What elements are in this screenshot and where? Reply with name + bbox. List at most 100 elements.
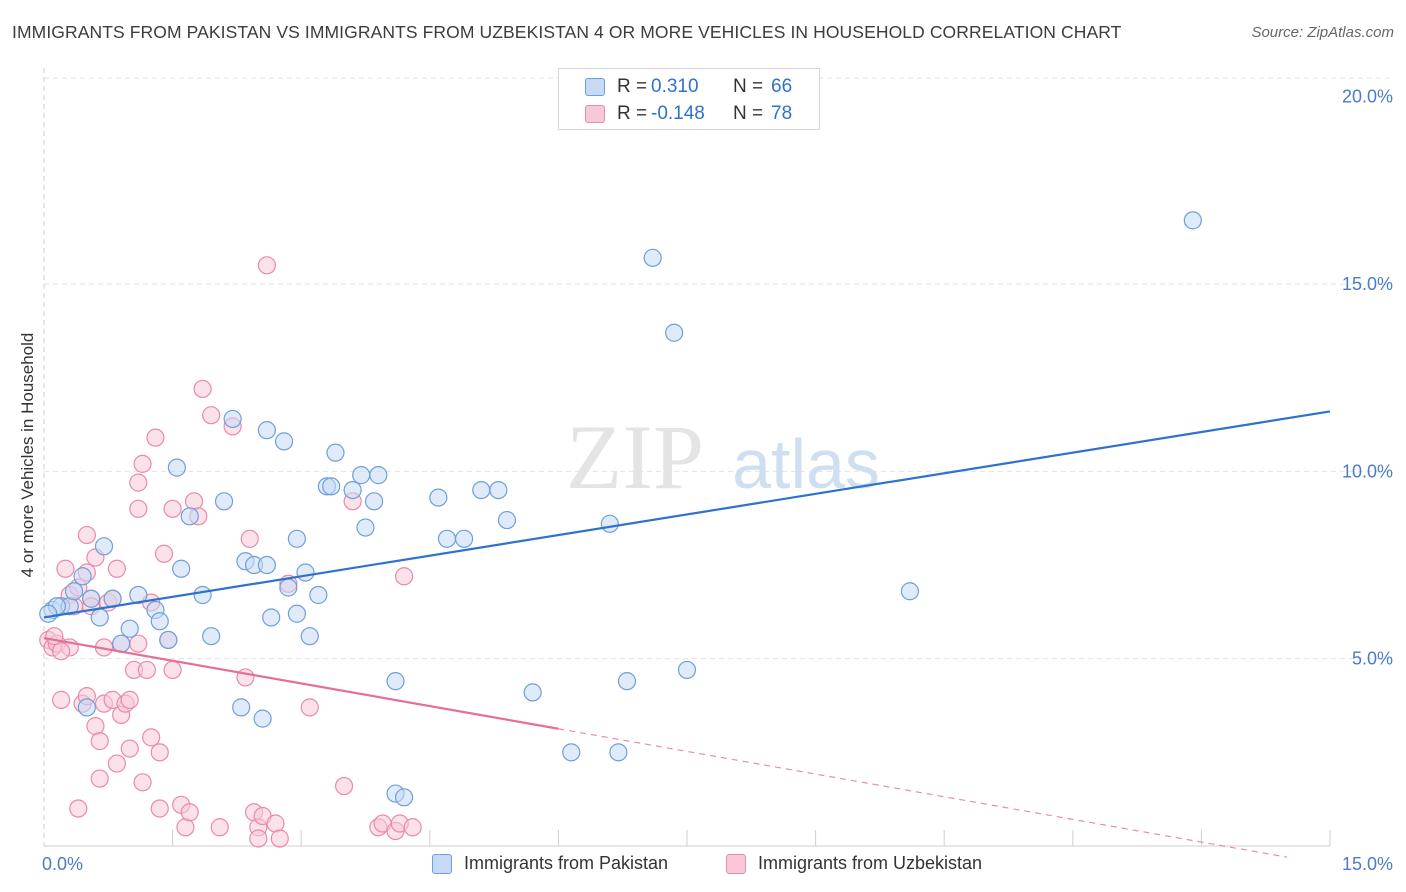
uzbekistan-trend-extension <box>558 728 1288 858</box>
pakistan-point <box>120 619 139 638</box>
pakistan-point <box>257 555 277 575</box>
legend-r-value: 0.310 <box>651 76 699 97</box>
pakistan-point <box>562 743 581 762</box>
bottom-legend-label-uzbekistan: Immigrants from Uzbekistan <box>758 853 983 873</box>
pakistan-point <box>253 709 272 728</box>
pakistan-point <box>609 743 628 762</box>
pakistan-point <box>279 578 298 597</box>
bottom-legend-label-pakistan: Immigrants from Pakistan <box>464 853 669 873</box>
legend-r-label: R = <box>617 76 648 97</box>
uzbekistan-point <box>150 743 169 762</box>
watermark: ZIP atlas <box>566 406 880 508</box>
uzbekistan-point <box>150 799 169 818</box>
pakistan-point <box>489 480 508 500</box>
legend-r-label: R = <box>617 103 648 124</box>
uzbekistan-point <box>154 544 174 563</box>
pakistan-point <box>150 612 169 631</box>
pakistan-point <box>129 585 148 605</box>
watermark-zip: ZIP <box>566 406 704 508</box>
pakistan-point <box>82 589 101 608</box>
chart-title: IMMIGRANTS FROM PAKISTAN VS IMMIGRANTS F… <box>12 22 1122 42</box>
uzbekistan-point <box>56 559 75 578</box>
pakistan-point <box>287 529 307 548</box>
grid-lines <box>43 68 1394 847</box>
watermark-atlas: atlas <box>732 425 880 503</box>
legend-n-value: 66 <box>771 76 793 97</box>
uzbekistan-point <box>240 529 259 548</box>
uzbekistan-point <box>107 559 126 578</box>
pakistan-point <box>309 585 328 605</box>
pakistan-point <box>1183 211 1202 230</box>
legend-r-value: -0.148 <box>651 103 705 124</box>
pakistan-point <box>322 477 341 496</box>
pakistan-point <box>326 443 345 462</box>
pakistan-point <box>274 432 294 451</box>
uzbekistan-point <box>163 660 182 680</box>
y-tick-label: 15.0% <box>1342 274 1393 294</box>
uzbekistan-point <box>45 627 64 646</box>
pakistan-point <box>523 683 542 702</box>
uzbekistan-point <box>90 732 109 751</box>
uzbekistan-point <box>129 473 148 492</box>
pakistan-point <box>665 323 684 342</box>
pakistan-point <box>94 537 114 556</box>
pakistan-point <box>232 698 251 717</box>
pakistan-point <box>343 480 362 500</box>
pakistan-point <box>287 604 307 623</box>
pakistan-point <box>429 488 448 507</box>
uzbekistan-point <box>193 379 212 399</box>
y-tick-label: 20.0% <box>1342 87 1393 107</box>
pakistan-point <box>617 672 637 691</box>
bottom-legend-swatch-uzbekistan <box>726 854 746 874</box>
uzbekistan-point <box>86 717 105 736</box>
uzbekistan-point <box>52 642 71 661</box>
pakistan-trend-line <box>43 410 1331 619</box>
legend-n-label: N = <box>733 76 764 97</box>
pakistan-point <box>369 466 388 485</box>
x-tick-label: 0.0% <box>42 854 83 874</box>
y-axis-label: 4 or more Vehicles in Household <box>18 332 37 578</box>
uzbekistan-point <box>210 818 229 837</box>
pakistan-point <box>472 480 491 500</box>
uzbekistan-point <box>176 818 195 837</box>
pakistan-point <box>394 788 414 807</box>
pakistan-point <box>600 514 619 533</box>
pakistan-point <box>296 563 315 582</box>
pakistan-point <box>167 458 186 477</box>
uzbekistan-point <box>403 818 422 837</box>
uzbekistan-point <box>129 634 148 653</box>
uzbekistan-point <box>266 814 285 833</box>
pakistan-point <box>437 529 457 548</box>
legend-swatch-uzbekistan <box>585 105 605 123</box>
source-label: Source: ZipAtlas.com <box>1251 24 1394 41</box>
uzbekistan-point <box>257 256 277 275</box>
y-tick-label: 5.0% <box>1352 649 1393 669</box>
series-pakistan-points <box>39 211 1202 807</box>
pakistan-point <box>39 604 58 623</box>
uzbekistan-point <box>120 690 139 709</box>
y-tick-label: 10.0% <box>1342 461 1393 481</box>
uzbekistan-point <box>142 728 161 747</box>
pakistan-point <box>643 248 662 267</box>
uzbekistan-point <box>184 492 204 511</box>
uzbekistan-point <box>107 754 126 773</box>
uzbekistan-point <box>133 773 152 792</box>
pakistan-point <box>677 660 697 680</box>
bottom-legend-swatch-pakistan <box>432 854 452 874</box>
pakistan-point <box>300 627 319 646</box>
uzbekistan-point <box>334 776 354 796</box>
uzbekistan-point <box>180 803 199 822</box>
legend-n-label: N = <box>733 103 764 124</box>
uzbekistan-point <box>202 406 221 425</box>
uzbekistan-point <box>129 499 148 518</box>
pakistan-point <box>73 567 92 586</box>
pakistan-point <box>900 582 920 601</box>
pakistan-point <box>172 559 191 578</box>
pakistan-point <box>386 672 405 691</box>
tick-labels: 5.0% 10.0% 15.0% 20.0% 0.0% 15.0% <box>42 87 1393 874</box>
pakistan-point <box>262 608 281 627</box>
correlation-legend: R = 0.310 N = 66 R = -0.148 N = 78 <box>558 68 820 130</box>
uzbekistan-trend-line <box>43 636 559 730</box>
trend-lines <box>43 410 1331 858</box>
